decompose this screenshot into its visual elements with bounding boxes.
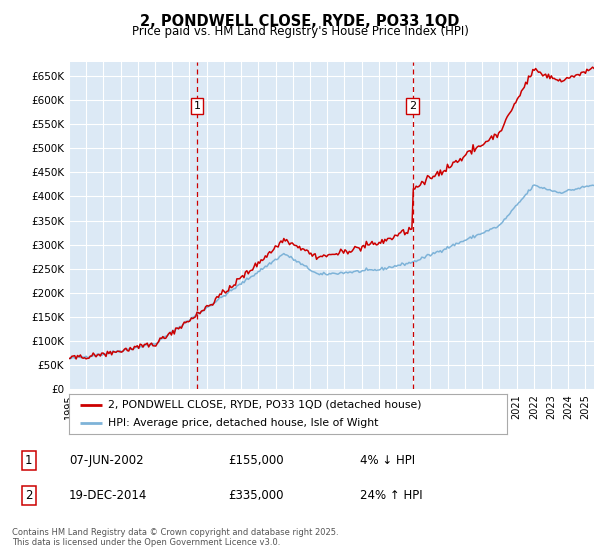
- Text: Price paid vs. HM Land Registry's House Price Index (HPI): Price paid vs. HM Land Registry's House …: [131, 25, 469, 38]
- Text: 24% ↑ HPI: 24% ↑ HPI: [360, 489, 422, 502]
- Text: 1: 1: [25, 454, 32, 467]
- Text: 1: 1: [194, 101, 200, 111]
- Text: 2, PONDWELL CLOSE, RYDE, PO33 1QD (detached house): 2, PONDWELL CLOSE, RYDE, PO33 1QD (detac…: [109, 400, 422, 409]
- Text: 2: 2: [409, 101, 416, 111]
- Text: £335,000: £335,000: [228, 489, 284, 502]
- Text: 2: 2: [25, 489, 32, 502]
- Text: £155,000: £155,000: [228, 454, 284, 467]
- Text: 2, PONDWELL CLOSE, RYDE, PO33 1QD: 2, PONDWELL CLOSE, RYDE, PO33 1QD: [140, 14, 460, 29]
- Text: HPI: Average price, detached house, Isle of Wight: HPI: Average price, detached house, Isle…: [109, 418, 379, 428]
- Text: Contains HM Land Registry data © Crown copyright and database right 2025.
This d: Contains HM Land Registry data © Crown c…: [12, 528, 338, 547]
- Text: 19-DEC-2014: 19-DEC-2014: [69, 489, 148, 502]
- Text: 4% ↓ HPI: 4% ↓ HPI: [360, 454, 415, 467]
- Text: 07-JUN-2002: 07-JUN-2002: [69, 454, 143, 467]
